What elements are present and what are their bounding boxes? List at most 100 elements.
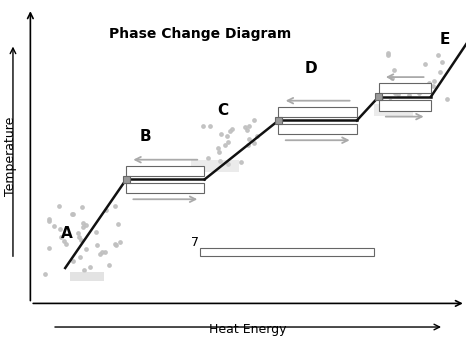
Point xyxy=(92,229,100,235)
Point xyxy=(421,61,428,66)
Point xyxy=(384,50,392,56)
Point xyxy=(250,140,258,146)
Bar xyxy=(275,117,282,124)
Point xyxy=(391,90,399,95)
Point xyxy=(215,149,223,154)
Point xyxy=(242,124,249,130)
Point xyxy=(387,98,394,103)
Point xyxy=(254,133,261,139)
Point xyxy=(76,254,84,260)
Point xyxy=(430,79,438,84)
Bar xyxy=(379,83,431,93)
Bar xyxy=(191,160,239,172)
Point xyxy=(68,211,76,217)
Point xyxy=(387,99,394,104)
Point xyxy=(245,123,253,129)
Bar xyxy=(126,166,204,176)
Point xyxy=(438,59,446,64)
Bar xyxy=(279,124,357,134)
Point xyxy=(228,126,236,132)
Text: Heat Energy: Heat Energy xyxy=(209,323,287,336)
Point xyxy=(74,231,82,236)
Point xyxy=(79,220,86,226)
Bar xyxy=(379,100,431,111)
Point xyxy=(82,222,90,227)
Point xyxy=(215,145,222,151)
Point xyxy=(443,96,450,102)
Point xyxy=(82,246,90,252)
Point xyxy=(199,123,206,128)
Bar xyxy=(279,107,357,117)
Point xyxy=(226,128,234,134)
Point xyxy=(45,219,53,224)
Point xyxy=(394,91,401,97)
Point xyxy=(224,162,232,167)
Point xyxy=(429,84,437,89)
Point xyxy=(244,142,251,148)
Text: Phase Change Diagram: Phase Change Diagram xyxy=(109,27,291,41)
Text: Temperature: Temperature xyxy=(4,116,17,195)
Point xyxy=(425,80,432,86)
Point xyxy=(96,252,104,257)
Text: D: D xyxy=(305,61,317,76)
Text: E: E xyxy=(439,32,450,47)
Text: B: B xyxy=(139,129,151,144)
Point xyxy=(237,159,245,165)
Point xyxy=(415,90,422,96)
Point xyxy=(250,118,257,123)
Point xyxy=(435,53,442,58)
Point xyxy=(391,68,398,73)
Bar xyxy=(200,248,374,256)
Point xyxy=(99,249,106,255)
Point xyxy=(101,249,109,254)
Point xyxy=(61,239,68,244)
Point xyxy=(42,271,49,277)
Point xyxy=(245,136,253,142)
Text: 7: 7 xyxy=(191,236,200,249)
Point xyxy=(205,155,212,161)
Point xyxy=(93,242,100,247)
Bar xyxy=(123,176,129,183)
Point xyxy=(55,203,63,208)
Point xyxy=(87,265,94,270)
Point xyxy=(77,238,85,243)
Point xyxy=(111,204,118,209)
Bar xyxy=(70,272,104,281)
Point xyxy=(225,139,232,145)
Point xyxy=(46,217,53,222)
Text: C: C xyxy=(218,103,228,118)
Point xyxy=(105,262,113,267)
Point xyxy=(102,207,110,212)
Point xyxy=(75,234,82,240)
Point xyxy=(46,245,53,250)
Point xyxy=(111,241,118,247)
Point xyxy=(81,267,88,273)
Point xyxy=(56,226,64,232)
Text: A: A xyxy=(61,226,73,241)
Point xyxy=(207,124,214,129)
Point xyxy=(70,258,77,264)
Bar xyxy=(375,93,382,100)
Bar xyxy=(374,104,413,116)
Point xyxy=(244,128,251,133)
Point xyxy=(406,92,413,98)
Point xyxy=(62,241,70,247)
Point xyxy=(217,131,225,136)
Point xyxy=(50,223,58,228)
Point xyxy=(436,69,444,75)
Point xyxy=(224,134,231,139)
Point xyxy=(116,239,124,244)
Point xyxy=(389,75,396,80)
Point xyxy=(412,100,419,105)
Point xyxy=(216,159,224,164)
Bar xyxy=(126,183,204,193)
Point xyxy=(377,98,385,103)
Point xyxy=(113,242,120,247)
Point xyxy=(69,211,76,217)
Point xyxy=(384,53,392,58)
Point xyxy=(79,225,86,230)
Point xyxy=(78,204,86,210)
Point xyxy=(58,234,65,239)
Point xyxy=(222,142,229,147)
Point xyxy=(114,221,122,226)
